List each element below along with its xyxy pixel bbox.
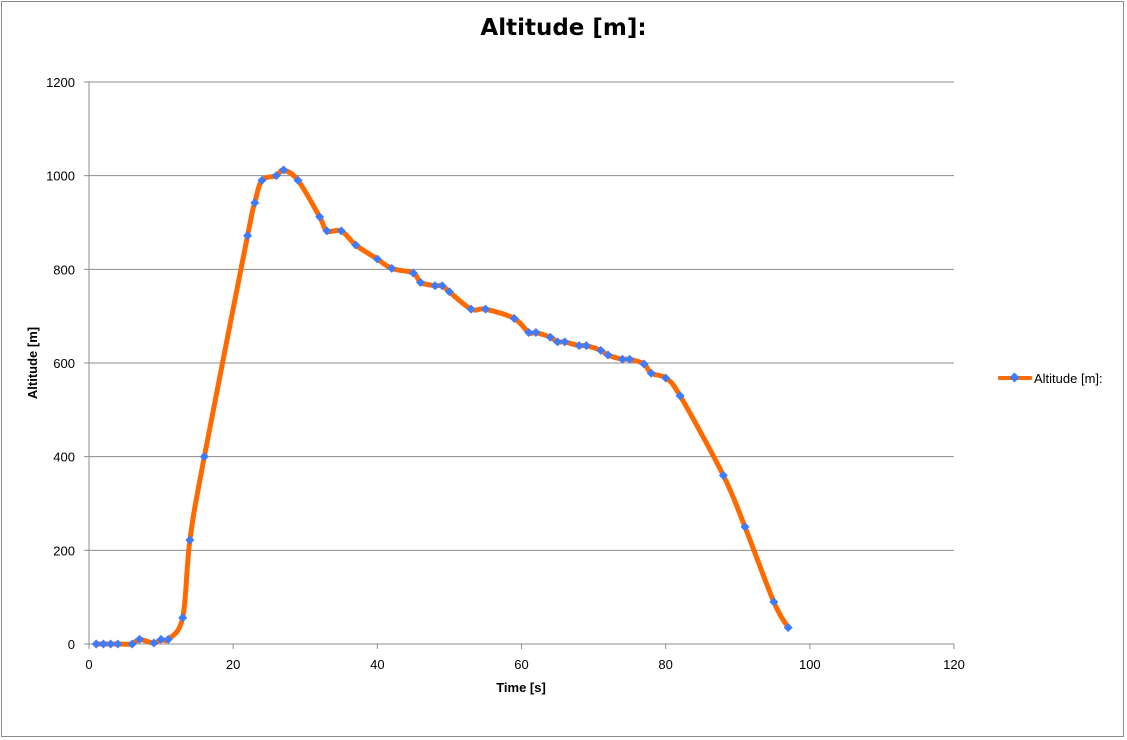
x-tick-label: 80 — [658, 657, 672, 672]
data-point — [387, 263, 397, 273]
data-point — [661, 373, 671, 383]
data-markers — [91, 165, 793, 649]
data-point — [531, 328, 541, 338]
legend-label: Altitude [m]: — [1034, 370, 1103, 386]
series-line — [93, 167, 791, 647]
data-point — [466, 304, 476, 314]
data-point — [106, 639, 116, 649]
data-point — [163, 634, 173, 644]
legend: Altitude [m]: — [998, 369, 1103, 387]
data-point — [315, 212, 325, 222]
y-tick-label: 1000 — [46, 169, 75, 184]
data-point — [646, 368, 656, 378]
data-point — [444, 287, 454, 297]
axes — [88, 82, 955, 649]
data-point — [243, 231, 253, 241]
legend-marker — [1009, 372, 1020, 383]
series-altitude — [93, 167, 791, 647]
data-point — [271, 171, 281, 181]
data-point — [574, 341, 584, 351]
data-point — [596, 345, 606, 355]
data-point — [560, 337, 570, 347]
data-point — [91, 639, 101, 649]
data-point — [603, 350, 613, 360]
y-tick-label: 600 — [53, 356, 75, 371]
chart-title: Altitude [m]: — [480, 15, 647, 41]
data-point — [769, 597, 779, 607]
data-point — [279, 165, 289, 175]
data-point — [545, 332, 555, 342]
y-tick-label: 200 — [53, 543, 75, 558]
data-point — [336, 226, 346, 236]
data-point — [437, 281, 447, 291]
data-point — [408, 268, 418, 278]
data-point — [250, 198, 260, 208]
data-point — [149, 638, 159, 648]
data-point — [553, 337, 563, 347]
data-point — [372, 254, 382, 264]
x-tick-label: 60 — [514, 657, 528, 672]
data-point — [430, 281, 440, 291]
data-point — [351, 240, 361, 250]
data-point — [509, 314, 519, 324]
data-point — [127, 639, 137, 649]
data-point — [156, 634, 166, 644]
tick-labels: 0 200 400 600 800 1000 1200 0 20 40 60 80 100 120 — [46, 75, 965, 672]
data-point — [675, 391, 685, 401]
gridlines — [84, 81, 954, 645]
data-point — [113, 639, 123, 649]
y-tick-label: 400 — [53, 450, 75, 465]
data-point — [783, 623, 793, 633]
data-point — [178, 613, 188, 623]
x-tick-label: 100 — [799, 657, 821, 672]
data-point — [257, 175, 267, 185]
data-point — [199, 452, 209, 462]
data-point — [134, 634, 144, 644]
data-point — [480, 304, 490, 314]
data-point — [293, 175, 303, 185]
x-tick-label: 0 — [85, 657, 92, 672]
data-point — [98, 639, 108, 649]
data-point — [718, 470, 728, 480]
data-point — [322, 226, 332, 236]
data-point — [740, 522, 750, 532]
data-point — [639, 359, 649, 369]
x-tick-label: 20 — [226, 657, 240, 672]
y-tick-label: 800 — [53, 262, 75, 277]
data-point — [185, 535, 195, 545]
y-tick-label: 0 — [68, 637, 75, 652]
legend-swatch — [998, 369, 1032, 387]
data-point — [416, 277, 426, 287]
y-axis-title: Altitude [m] — [25, 327, 40, 399]
x-tick-label: 40 — [370, 657, 384, 672]
x-tick-label: 120 — [943, 657, 965, 672]
data-point — [617, 354, 627, 364]
data-point — [581, 341, 591, 351]
data-point — [524, 328, 534, 338]
y-tick-label: 1200 — [46, 75, 75, 90]
data-point — [625, 354, 635, 364]
x-axis-title: Time [s] — [496, 680, 546, 695]
